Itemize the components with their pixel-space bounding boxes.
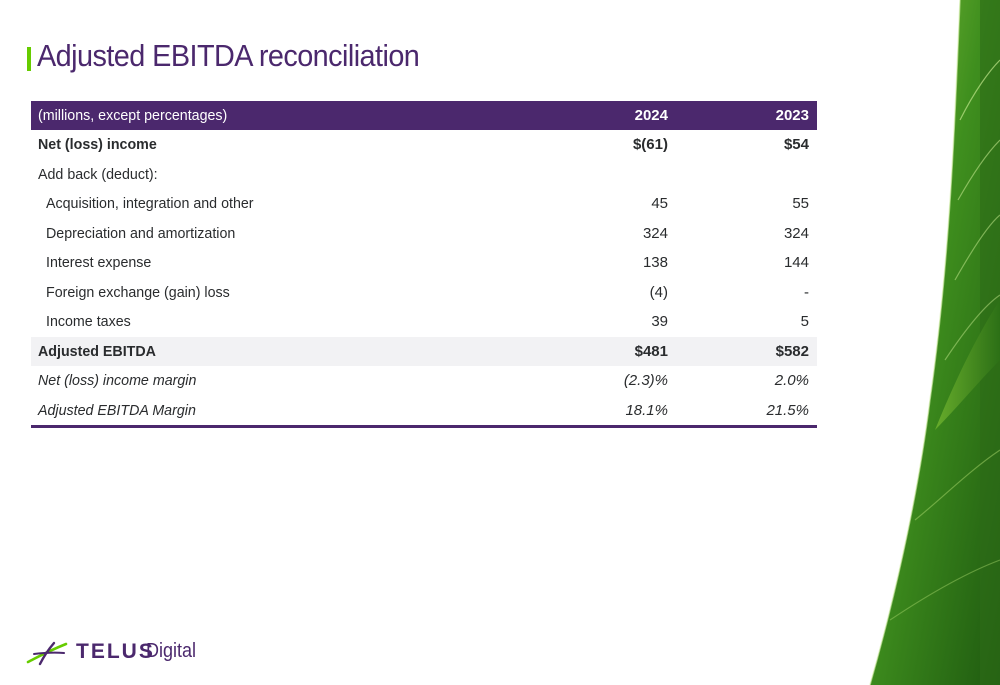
title-accent-bar: [27, 47, 31, 71]
table-row-net-income-margin: Net (loss) income margin (2.3)% 2.0%: [31, 366, 817, 396]
row-value-2024: 39: [651, 313, 668, 330]
row-value-2024: 138: [642, 254, 668, 271]
row-value-2024: (2.3)%: [623, 372, 668, 389]
table-row-add-back: Add back (deduct):: [31, 160, 817, 190]
header-col-2023: 2023: [775, 107, 809, 124]
row-value-2023: 324: [783, 224, 809, 242]
row-value-2024: 18.1%: [625, 401, 668, 419]
table-bottom-rule: [31, 425, 817, 428]
table-row-interest: Interest expense 138 144: [31, 248, 817, 278]
row-label: Adjusted EBITDA Margin: [38, 401, 196, 419]
row-label: Adjusted EBITDA: [38, 342, 156, 360]
ebitda-reconciliation-table: (millions, except percentages) 2024 2023…: [31, 101, 817, 428]
telus-digital-logo: TELUS Digital: [26, 638, 226, 668]
row-value-2024: 324: [642, 224, 668, 242]
header-label: (millions, except percentages): [38, 107, 228, 124]
table-row-depreciation: Depreciation and amortization 324 324: [31, 219, 817, 249]
row-value-2023: 2.0%: [774, 372, 809, 389]
row-value-2023: 5: [800, 313, 809, 330]
header-col-2024: 2024: [634, 107, 668, 124]
row-value-2023: $54: [783, 136, 809, 153]
row-label: Add back (deduct):: [38, 165, 158, 183]
logo-brand-text: TELUS: [76, 640, 155, 663]
row-value-2024: (4): [649, 283, 668, 301]
row-label: Acquisition, integration and other: [46, 195, 254, 212]
row-label: Net (loss) income: [38, 136, 157, 153]
page-title: Adjusted EBITDA reconciliation: [37, 38, 420, 73]
row-label: Depreciation and amortization: [46, 224, 236, 242]
row-value-2024: $(61): [632, 136, 668, 153]
table-row-ebitda-margin: Adjusted EBITDA Margin 18.1% 21.5%: [31, 396, 817, 426]
table-header-row: (millions, except percentages) 2024 2023: [31, 101, 817, 130]
table-row-income-taxes: Income taxes 39 5: [31, 307, 817, 337]
row-label: Interest expense: [46, 254, 152, 271]
table-row-acquisition: Acquisition, integration and other 45 55: [31, 189, 817, 219]
row-value-2023: $582: [775, 342, 809, 360]
logo-product-text: Digital: [146, 640, 197, 662]
table-row-net-income: Net (loss) income $(61) $54: [31, 130, 817, 160]
row-value-2023: 144: [783, 254, 809, 271]
table-row-adjusted-ebitda: Adjusted EBITDA $481 $582: [31, 336, 817, 366]
telus-logo-icon: [26, 641, 68, 666]
table-row-fx: Foreign exchange (gain) loss (4) -: [31, 278, 817, 308]
row-label: Foreign exchange (gain) loss: [46, 283, 230, 301]
row-value-2024: 45: [651, 195, 668, 212]
row-value-2023: -: [804, 283, 809, 301]
row-value-2023: 55: [792, 195, 809, 212]
row-label: Income taxes: [46, 313, 131, 330]
row-value-2023: 21.5%: [766, 401, 809, 419]
leaf-decoration-image: [869, 0, 1000, 685]
row-label: Net (loss) income margin: [38, 372, 197, 389]
row-value-2024: $481: [634, 342, 668, 360]
